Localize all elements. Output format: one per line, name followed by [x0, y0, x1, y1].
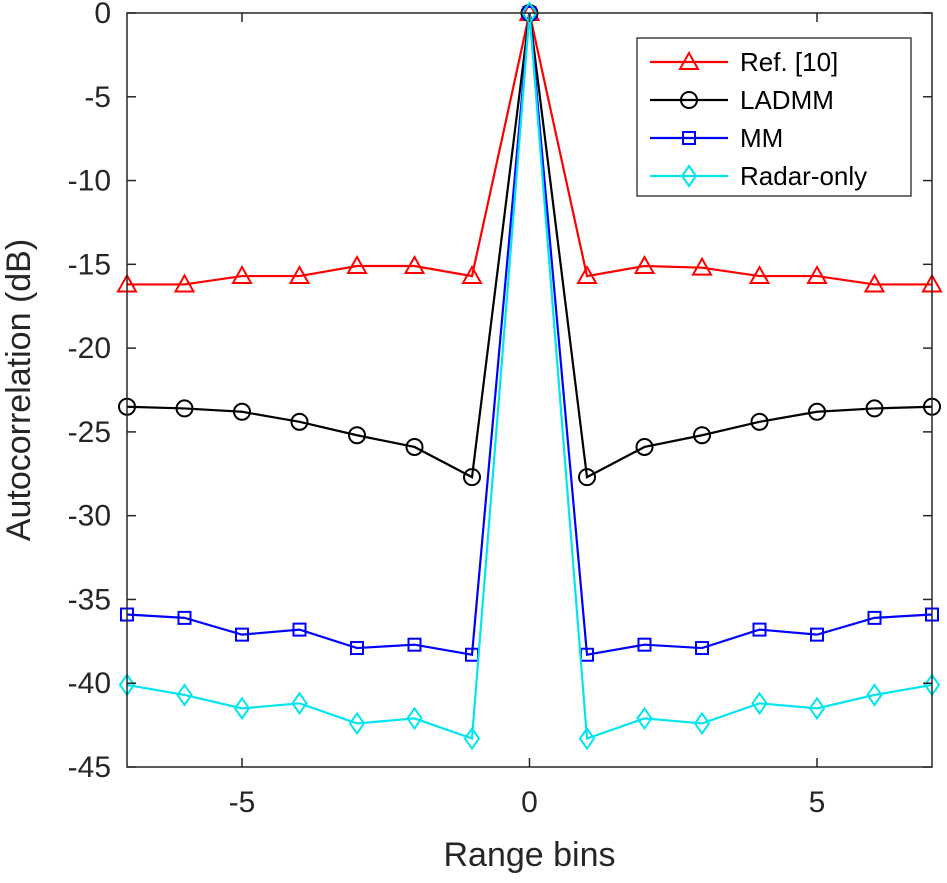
legend-marker — [680, 91, 698, 109]
data-point — [346, 254, 368, 275]
data-point — [750, 412, 769, 431]
x-tick-label: -5 — [229, 786, 256, 819]
data-point — [235, 627, 249, 642]
data-point — [233, 402, 251, 421]
data-point — [291, 691, 308, 716]
x-tick-label: 5 — [809, 786, 826, 819]
data-point — [578, 468, 596, 487]
legend-marker — [682, 131, 696, 145]
data-point — [693, 426, 711, 445]
data-point — [348, 711, 366, 736]
data-point — [808, 696, 826, 721]
legend-entry: MM — [650, 123, 783, 153]
data-point — [176, 683, 193, 707]
data-point — [810, 627, 824, 642]
data-point — [292, 622, 307, 637]
data-point — [808, 402, 826, 421]
x-tick-label: 0 — [521, 786, 538, 819]
data-point — [233, 696, 251, 721]
series-layer — [116, 1, 943, 751]
data-point — [407, 637, 422, 652]
data-point — [863, 273, 886, 293]
y-tick-label: -15 — [68, 248, 111, 281]
y-tick-label: -30 — [68, 500, 111, 533]
y-tick-label: -5 — [84, 81, 111, 114]
y-tick-label: -20 — [68, 332, 111, 365]
data-point — [350, 641, 364, 656]
legend-marker — [678, 50, 700, 70]
data-point — [461, 265, 483, 285]
data-point — [752, 622, 767, 637]
data-point — [403, 254, 426, 275]
data-point — [693, 711, 711, 736]
legend: Ref. [10] LADMM MM Radar-only — [636, 37, 912, 197]
data-point — [867, 610, 882, 625]
legend-entry: Ref. [10] — [650, 47, 838, 77]
data-point — [751, 691, 768, 716]
y-tick-label: -10 — [68, 165, 111, 198]
legend-label: MM — [740, 123, 783, 153]
data-point — [635, 437, 654, 456]
data-point — [636, 706, 653, 731]
data-point — [177, 610, 192, 625]
data-point — [633, 254, 656, 275]
data-point — [288, 265, 311, 285]
data-point — [175, 399, 194, 418]
data-point — [173, 273, 196, 293]
y-tick-label: 0 — [94, 0, 111, 30]
legend-entry: LADMM — [650, 85, 834, 115]
y-tick-label: -45 — [68, 751, 111, 784]
data-point — [695, 641, 709, 656]
data-point — [637, 637, 652, 652]
data-point — [578, 726, 596, 751]
legend-marker — [680, 164, 698, 188]
axis-layer: -5 0 5 0 -5 -10 -15 -20 -25 -30 -35 -40 -45 — [68, 0, 932, 819]
data-point — [290, 412, 309, 431]
data-point — [463, 726, 481, 751]
legend-label: Radar-only — [740, 161, 867, 191]
data-point — [866, 683, 883, 707]
y-tick-label: -25 — [68, 416, 111, 449]
data-point — [521, 1, 538, 25]
data-point — [576, 265, 598, 285]
y-tick-label: -35 — [68, 583, 111, 616]
legend-label: LADMM — [740, 85, 834, 115]
legend-label: Ref. [10] — [740, 47, 838, 77]
data-point — [463, 468, 481, 487]
y-axis-label: Autocorrelation (dB) — [0, 239, 38, 541]
y-tick-label: -40 — [68, 667, 111, 700]
data-point — [691, 256, 713, 276]
x-axis-label: Range bins — [443, 836, 615, 874]
data-point — [348, 426, 366, 445]
data-point — [231, 265, 253, 285]
data-point — [406, 706, 423, 731]
legend-entry: Radar-only — [650, 161, 867, 191]
data-point — [806, 265, 828, 285]
data-point — [748, 265, 771, 285]
data-point — [405, 437, 424, 456]
data-point — [865, 399, 884, 418]
